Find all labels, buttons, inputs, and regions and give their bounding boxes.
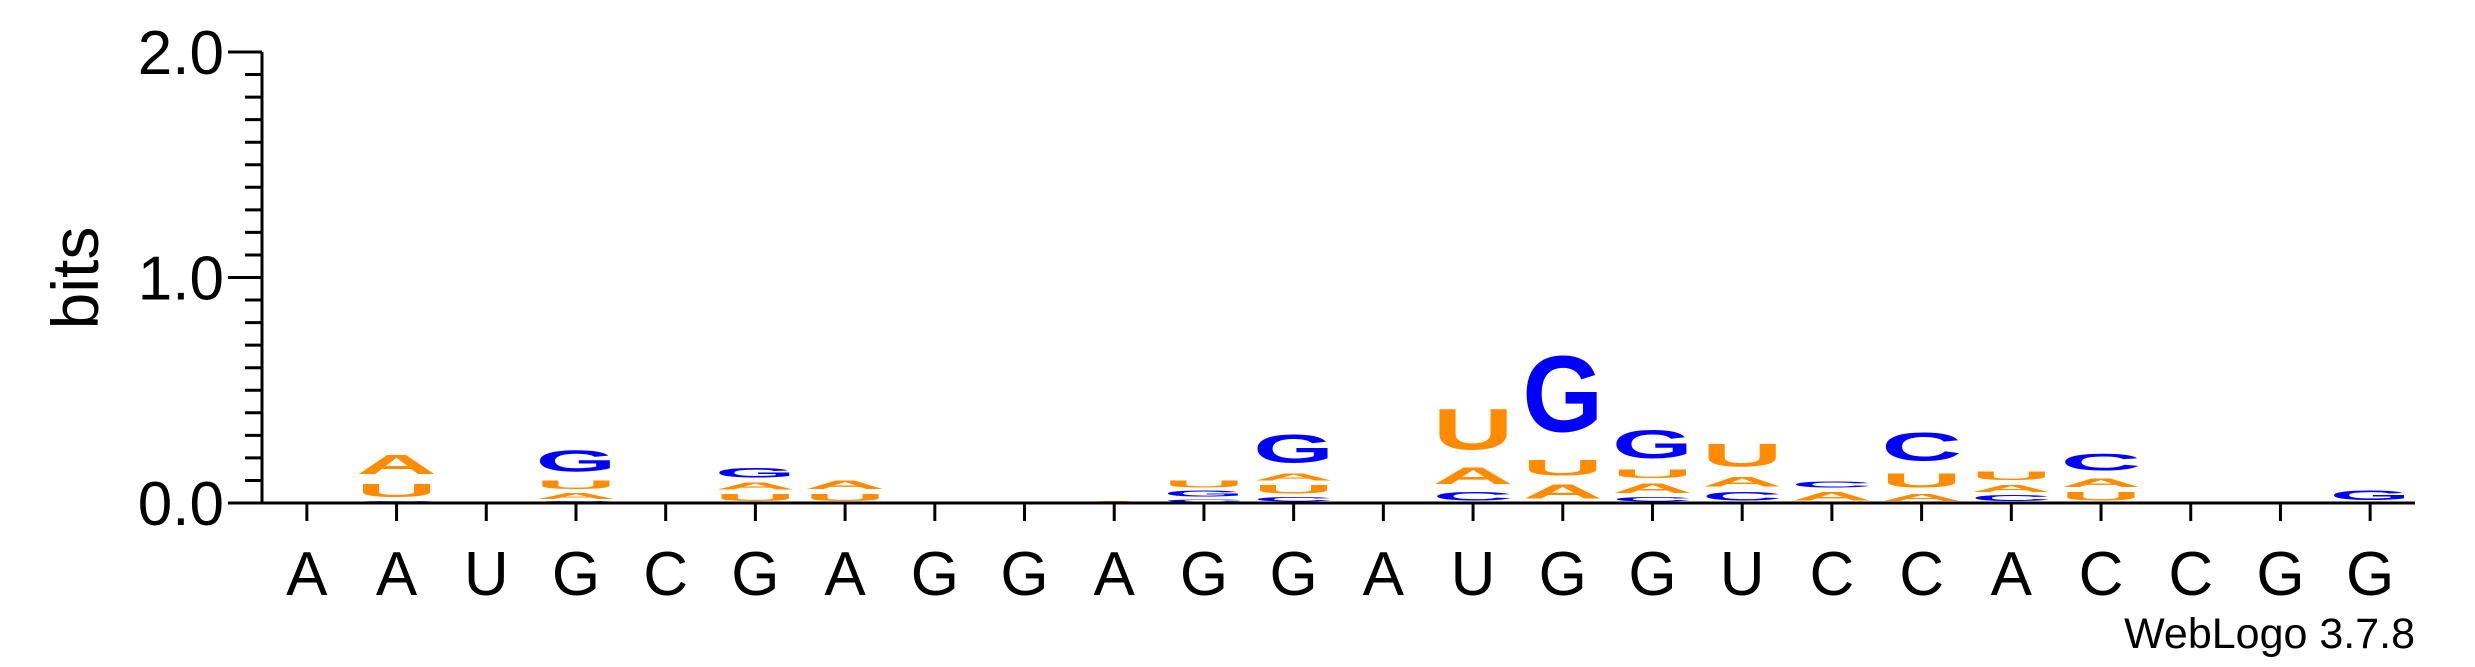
x-tick-label: U bbox=[1720, 540, 1765, 609]
x-tick-label: C bbox=[1899, 540, 1944, 609]
logo-letter: A bbox=[1253, 471, 1334, 482]
y-ticks: 0.0 1.0 2.0 bbox=[138, 19, 262, 539]
logo-letter: C bbox=[1881, 424, 1962, 469]
x-tick-label: G bbox=[1180, 540, 1228, 609]
x-tick-label: C bbox=[1810, 540, 1855, 609]
x-tick-label: A bbox=[376, 540, 418, 609]
x-tick-label: G bbox=[911, 540, 959, 609]
logo-letter: C bbox=[1971, 494, 2052, 503]
logo-letter: U bbox=[1881, 469, 1962, 492]
logo-letter: A bbox=[1702, 474, 1783, 490]
logo-letter: A bbox=[1522, 481, 1603, 504]
x-tick-label: G bbox=[1000, 540, 1048, 609]
logo-letter: U bbox=[805, 492, 886, 503]
x-tick-label: A bbox=[1991, 540, 2033, 609]
logo-letter: C bbox=[1253, 496, 1334, 503]
x-tick-label: G bbox=[552, 540, 600, 609]
x-tick-label: G bbox=[1539, 540, 1587, 609]
x-tick-label: G bbox=[731, 540, 779, 609]
x-tick-label: G bbox=[2346, 540, 2394, 609]
logo-letter: U bbox=[536, 478, 617, 492]
logo-letter: U bbox=[356, 480, 437, 500]
x-tick-label: G bbox=[1270, 540, 1318, 609]
logo-letter: U bbox=[2061, 489, 2142, 503]
x-tick-label: U bbox=[464, 540, 509, 609]
logo-letter: U bbox=[1522, 456, 1603, 481]
logo-letter: G bbox=[1253, 426, 1334, 471]
x-tick-label: A bbox=[824, 540, 866, 609]
logo-letter: C bbox=[1702, 489, 1783, 503]
logo-letter: A bbox=[715, 480, 796, 491]
x-tick-label: G bbox=[1628, 540, 1676, 609]
logo-letter: A bbox=[1792, 489, 1873, 503]
x-tick-label: C bbox=[643, 540, 688, 609]
weblogo-version: WebLogo 3.7.8 bbox=[2124, 610, 2415, 658]
logo-letter: U bbox=[715, 492, 796, 503]
y-tick-label: 2.0 bbox=[138, 19, 224, 88]
logo-letter: G bbox=[1612, 422, 1693, 467]
logo-letter: U bbox=[1612, 467, 1693, 481]
logo-letter: U bbox=[1971, 469, 2052, 483]
logo-stacks: CUACAUGUAGUAACGUCUAGCAUAUGCAUGCAUACAUCCA… bbox=[356, 334, 2410, 504]
y-axis-label: bits bbox=[38, 227, 112, 330]
logo-letter: A bbox=[1612, 480, 1693, 496]
logo-letter: A bbox=[805, 478, 886, 492]
logo-letter: G bbox=[2330, 487, 2411, 503]
logo-letter: U bbox=[1702, 438, 1783, 474]
x-tick-label: A bbox=[286, 540, 328, 609]
logo-letter: G bbox=[1164, 489, 1245, 498]
logo-letter: A bbox=[1971, 483, 2052, 494]
y-tick-label: 0.0 bbox=[138, 470, 224, 539]
logo-letter: A bbox=[1881, 492, 1962, 503]
logo-letter: C bbox=[1792, 480, 1873, 489]
x-tick-label: A bbox=[1094, 540, 1136, 609]
logo-letter: C bbox=[1164, 498, 1245, 503]
logo-letter: A bbox=[356, 449, 437, 480]
logo-letter: G bbox=[715, 465, 796, 481]
logo-letter: C bbox=[2061, 449, 2142, 476]
logo-letter: A bbox=[2061, 476, 2142, 490]
logo-letter: U bbox=[1253, 483, 1334, 497]
logo-letter: C bbox=[1612, 496, 1693, 503]
x-tick-label: U bbox=[1451, 540, 1496, 609]
logo-letter: G bbox=[1522, 334, 1603, 456]
x-tick-label: C bbox=[2079, 540, 2124, 609]
logo-letter: U bbox=[1164, 478, 1245, 489]
logo-letter: A bbox=[1433, 463, 1514, 490]
x-tick-label: A bbox=[1363, 540, 1405, 609]
logo-letter: A bbox=[536, 492, 617, 501]
x-tick-label: C bbox=[2168, 540, 2213, 609]
logo-letter: C bbox=[1433, 489, 1514, 503]
logo-letter: U bbox=[1433, 397, 1514, 462]
logo-letter: G bbox=[536, 445, 617, 479]
axes bbox=[260, 52, 2415, 505]
y-tick-label: 1.0 bbox=[138, 245, 224, 314]
x-tick-label: G bbox=[2256, 540, 2304, 609]
